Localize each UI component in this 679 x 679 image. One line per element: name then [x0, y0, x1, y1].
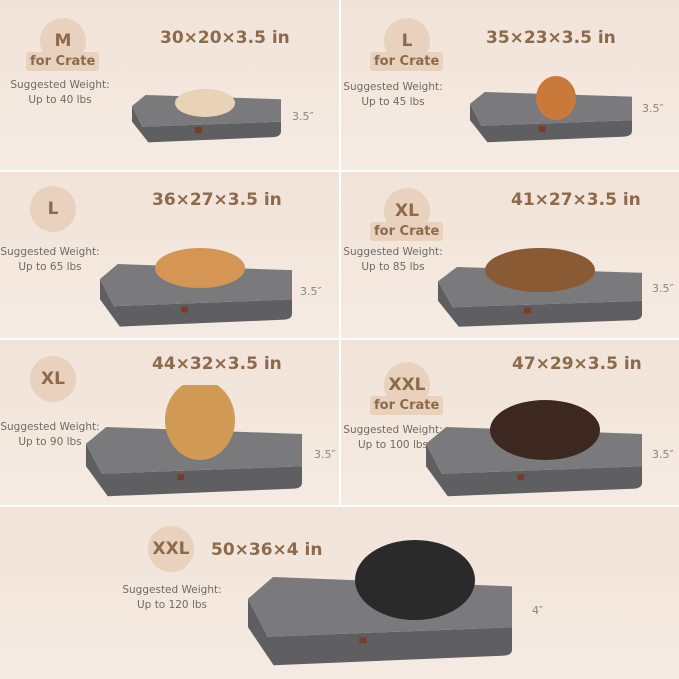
bed-image [426, 400, 642, 497]
brand-tag [177, 474, 185, 481]
suggested-weight: Suggested Weight: Up to 65 lbs [0, 245, 100, 275]
bed-image [100, 248, 292, 327]
crate-label: for Crate [370, 222, 444, 241]
dog-image [155, 248, 245, 288]
dimensions: 47×29×3.5 in [512, 354, 642, 374]
size-card: XXL for Crate 47×29×3.5 in Suggested Weight… [341, 340, 679, 505]
suggested-weight: Suggested Weight: Up to 120 lbs [122, 583, 222, 613]
dimensions: 41×27×3.5 in [511, 190, 641, 210]
crate-label: for Crate [370, 52, 444, 71]
brand-tag [517, 474, 525, 481]
size-badge: XXL [148, 526, 194, 572]
bed-side [470, 103, 632, 143]
size-card: XL 44×32×3.5 in Suggested Weight: Up to 90 … [0, 340, 339, 505]
dog-image [355, 540, 475, 620]
crate-label: for Crate [26, 52, 100, 71]
weight-value: Up to 40 lbs [28, 94, 92, 106]
bed-image [86, 385, 302, 497]
suggested-weight: Suggested Weight: Up to 90 lbs [0, 420, 100, 450]
brand-tag [524, 307, 532, 314]
crate-label: for Crate [370, 396, 444, 415]
dimensions: 35×23×3.5 in [486, 28, 616, 48]
dog-image [175, 89, 235, 117]
size-badge: L [30, 186, 76, 232]
dog-image [490, 400, 600, 460]
bed-height-label: 3.5″ [300, 285, 322, 298]
bed-image [132, 89, 281, 143]
size-card: L 36×27×3.5 in Suggested Weight: Up to 65 l… [0, 172, 339, 338]
bed-image [470, 76, 632, 143]
dog-image [536, 76, 576, 120]
bed-side [100, 279, 292, 327]
bed-side [86, 443, 302, 497]
weight-label: Suggested Weight: [0, 421, 100, 433]
dimensions: 50×36×4 in [211, 540, 323, 560]
bed-height-label: 3.5″ [652, 282, 674, 295]
bed-height-label: 3.5″ [292, 110, 314, 123]
dimensions: 30×20×3.5 in [160, 28, 290, 48]
bed-side [426, 443, 642, 497]
dog-image [485, 248, 595, 292]
suggested-weight: Suggested Weight: Up to 40 lbs [10, 78, 110, 108]
dimensions: 36×27×3.5 in [152, 190, 282, 210]
brand-tag [195, 127, 203, 134]
bed-image [248, 540, 512, 666]
weight-value: Up to 85 lbs [361, 261, 425, 273]
brand-tag [181, 306, 189, 313]
bed-height-label: 3.5″ [652, 448, 674, 461]
weight-value: Up to 120 lbs [137, 599, 207, 611]
weight-label: Suggested Weight: [343, 424, 443, 436]
bed-side [132, 106, 281, 143]
size-badge: XL [30, 356, 76, 402]
brand-tag [538, 126, 546, 133]
suggested-weight: Suggested Weight: Up to 100 lbs [343, 423, 443, 453]
weight-value: Up to 100 lbs [358, 439, 428, 451]
bed-height-label: 3.5″ [314, 448, 336, 461]
size-card: XXL 50×36×4 in Suggested Weight: Up to 120 … [0, 507, 679, 679]
suggested-weight: Suggested Weight: Up to 45 lbs [343, 80, 443, 110]
weight-value: Up to 65 lbs [18, 261, 82, 273]
brand-tag [359, 637, 367, 644]
dog-image [165, 385, 235, 460]
dimensions: 44×32×3.5 in [152, 354, 282, 374]
weight-label: Suggested Weight: [343, 246, 443, 258]
weight-value: Up to 90 lbs [18, 436, 82, 448]
weight-value: Up to 45 lbs [361, 96, 425, 108]
size-card: XL for Crate 41×27×3.5 in Suggested Weight:… [341, 172, 679, 338]
weight-label: Suggested Weight: [122, 584, 222, 596]
weight-label: Suggested Weight: [10, 79, 110, 91]
bed-height-label: 4″ [532, 604, 544, 617]
bed-height-label: 3.5″ [642, 102, 664, 115]
bed-side [248, 598, 512, 666]
bed-side [438, 281, 642, 327]
weight-label: Suggested Weight: [343, 81, 443, 93]
suggested-weight: Suggested Weight: Up to 85 lbs [343, 245, 443, 275]
bed-image [438, 248, 642, 327]
weight-label: Suggested Weight: [0, 246, 100, 258]
